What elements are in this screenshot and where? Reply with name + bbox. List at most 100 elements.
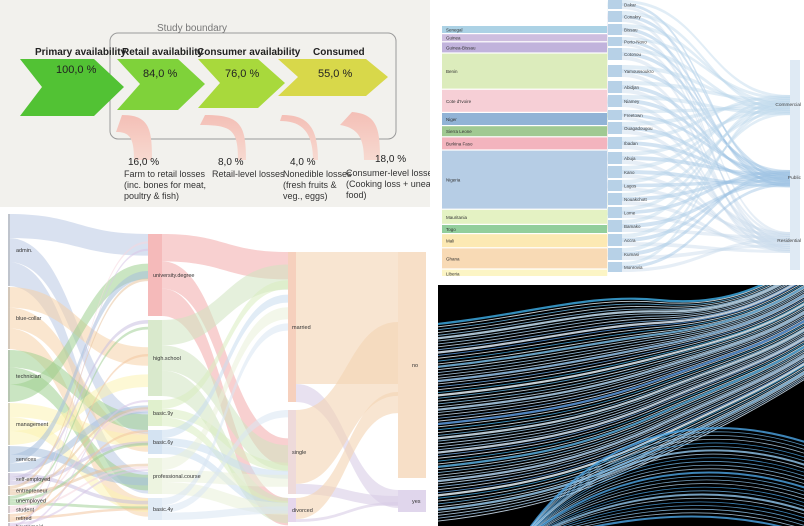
city-node	[608, 180, 622, 191]
flow-streak	[532, 438, 804, 526]
city-node	[608, 95, 622, 107]
city-label: Dakar	[624, 3, 637, 8]
job-education-link	[8, 320, 148, 481]
city-label: Bissau	[624, 28, 638, 33]
loss-flow-3	[280, 115, 318, 160]
flow-streak	[438, 348, 804, 471]
city-node	[608, 234, 622, 246]
flow-streak	[438, 296, 804, 385]
country-city-link	[607, 235, 608, 259]
education-marital-link	[162, 408, 288, 472]
city-sector-link	[622, 18, 790, 250]
flow-streak	[438, 358, 804, 488]
city-sector-link	[622, 0, 790, 98]
flow-streak	[532, 442, 804, 526]
city-node	[608, 37, 622, 46]
country-node	[442, 209, 607, 224]
job-education-link	[8, 214, 148, 256]
flow-streak	[438, 332, 804, 445]
stage-arrow-consumed	[278, 59, 388, 96]
education-node	[148, 498, 162, 520]
flow-streak	[438, 285, 781, 340]
west-africa-sankey: Senegal Guinea Guinea-Bissau Benin Cote d'Iv…	[442, 0, 802, 276]
country-city-link	[607, 153, 608, 180]
country-node	[442, 234, 607, 248]
marital-outcome-link	[296, 322, 398, 484]
job-label: housemaid	[16, 525, 43, 526]
country-city-link	[607, 12, 608, 42]
job-label: technician	[16, 374, 41, 380]
education-marital-link	[162, 506, 288, 520]
country-node	[442, 150, 607, 209]
city-sector-link	[622, 160, 790, 249]
country-label: Burkina Faso	[446, 141, 473, 146]
country-city-link	[607, 1, 608, 33]
country-node	[442, 113, 607, 125]
city-sector-link	[622, 73, 790, 245]
flow-streak	[438, 285, 776, 336]
job-node	[8, 523, 10, 526]
country-city-link	[607, 263, 608, 276]
city-sector-link	[622, 103, 790, 253]
city-sector-link	[622, 156, 790, 177]
flow-streak	[438, 368, 804, 505]
city-sector-link	[622, 110, 790, 197]
city-sector-link	[622, 85, 790, 185]
job-education-link	[8, 403, 148, 448]
flow-streak	[438, 374, 804, 513]
flow-streak	[538, 464, 804, 526]
flow-streak	[438, 317, 804, 419]
flow-streak	[552, 493, 804, 526]
city-sector-link	[622, 24, 790, 106]
flow-streak	[536, 457, 804, 526]
flow-streak	[533, 449, 804, 526]
job-node	[8, 473, 10, 485]
job-label: retired	[16, 516, 32, 522]
country-node	[442, 89, 607, 112]
food-loss-diagram: Study boundary Primary availability Reta…	[20, 23, 430, 201]
country-city-link	[607, 208, 608, 233]
stage-name: Retail availability	[122, 47, 204, 58]
country-node	[442, 225, 607, 233]
city-label: Porto-Novo	[624, 40, 647, 45]
city-sector-link	[622, 11, 790, 112]
city-sector-link	[622, 242, 790, 253]
job-education-link	[8, 469, 148, 526]
job-education-link	[8, 248, 148, 526]
flow-streak	[438, 360, 804, 491]
education-label: professional.course	[153, 474, 201, 480]
city-node	[608, 220, 622, 232]
flow-streak	[438, 307, 804, 402]
education-marital-link	[162, 280, 288, 409]
city-node	[608, 193, 622, 205]
city-sector-link	[622, 3, 790, 181]
flow-streak	[438, 310, 804, 408]
flow-streak	[438, 291, 804, 376]
flow-streak	[438, 325, 804, 433]
flow-streak	[567, 505, 804, 526]
country-city-link	[607, 181, 608, 209]
education-marital-link	[162, 345, 288, 471]
loss-label: (fresh fruits &	[283, 180, 337, 190]
loss-flow-1	[116, 115, 152, 160]
city-sector-link	[622, 27, 790, 188]
education-label: basic.9y	[153, 411, 173, 417]
flow-streak	[438, 285, 796, 354]
country-city-link	[607, 138, 608, 166]
flow-streak	[438, 327, 804, 436]
city-sector-link	[622, 130, 790, 241]
country-label: Guinea	[446, 36, 461, 41]
flow-streak	[438, 319, 804, 422]
education-node	[148, 458, 162, 494]
city-node	[608, 48, 622, 60]
education-label: basic.4y	[153, 507, 173, 513]
city-label: Yamoussoukro	[624, 69, 654, 74]
country-city-link	[607, 25, 608, 53]
flow-streak	[438, 285, 797, 356]
country-city-link	[607, 123, 608, 150]
country-label: Ghana	[446, 256, 460, 261]
city-label: Kano	[624, 170, 635, 175]
job-education-link	[8, 374, 148, 445]
education-marital-link	[162, 410, 288, 513]
flow-streak	[438, 311, 804, 411]
